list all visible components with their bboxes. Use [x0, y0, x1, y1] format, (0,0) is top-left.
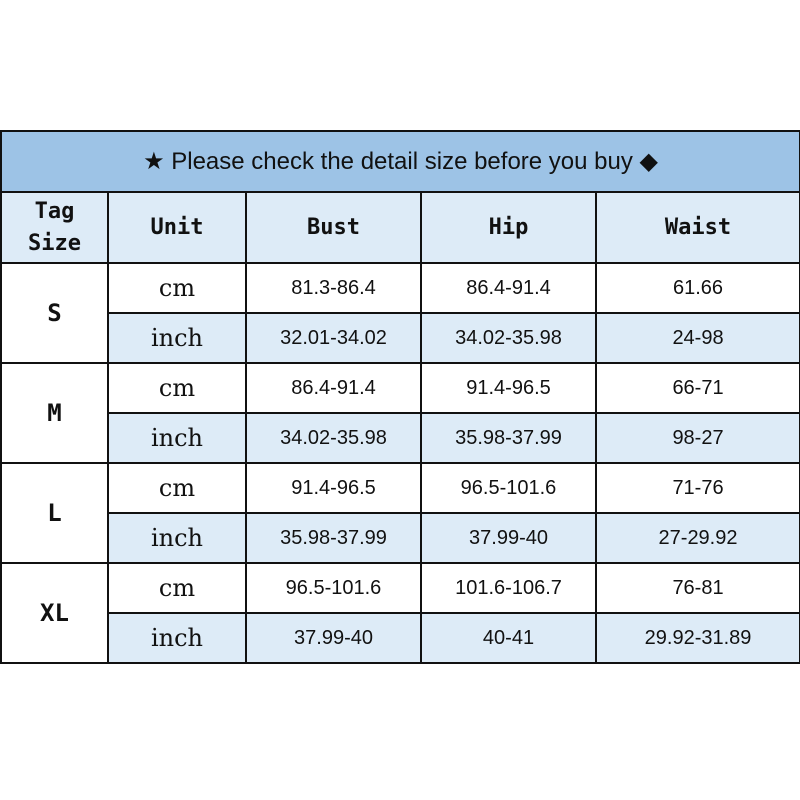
- unit-cell: inch: [107, 512, 247, 564]
- hip-cell: 91.4-96.5: [420, 362, 597, 414]
- bust-cell: 32.01-34.02: [245, 312, 422, 364]
- waist-cell: 29.92-31.89: [594, 612, 800, 664]
- table-row: inch 32.01-34.02 34.02-35.98 24-98: [1, 312, 800, 364]
- bust-cell: 81.3-86.4: [245, 262, 422, 314]
- unit-cell: inch: [107, 412, 247, 464]
- header-hip: Hip: [420, 191, 597, 264]
- bust-cell: 86.4-91.4: [245, 362, 422, 414]
- size-cell: M: [0, 362, 109, 464]
- hip-cell: 96.5-101.6: [420, 462, 597, 514]
- hip-cell: 101.6-106.7: [420, 562, 597, 614]
- hip-cell: 86.4-91.4: [420, 262, 597, 314]
- bust-cell: 34.02-35.98: [245, 412, 422, 464]
- waist-cell: 27-29.92: [594, 512, 800, 564]
- hip-cell: 35.98-37.99: [420, 412, 597, 464]
- bust-cell: 96.5-101.6: [245, 562, 422, 614]
- waist-cell: 76-81: [594, 562, 800, 614]
- header-bust: Bust: [245, 191, 422, 264]
- hip-cell: 40-41: [420, 612, 597, 664]
- size-cell: S: [0, 262, 109, 364]
- size-cell: L: [0, 462, 109, 564]
- size-cell: XL: [0, 562, 109, 664]
- unit-cell: inch: [107, 612, 247, 664]
- waist-cell: 61.66: [594, 262, 800, 314]
- header-unit: Unit: [107, 191, 247, 264]
- header-tag-size: Tag Size: [0, 191, 109, 264]
- hip-cell: 37.99-40: [420, 512, 597, 564]
- header-size: Size: [28, 230, 81, 256]
- waist-cell: 24-98: [594, 312, 800, 364]
- hip-cell: 34.02-35.98: [420, 312, 597, 364]
- table-row: inch 37.99-40 40-41 29.92-31.89: [1, 612, 800, 664]
- chart-title: ★ Please check the detail size before yo…: [0, 130, 800, 193]
- bust-cell: 35.98-37.99: [245, 512, 422, 564]
- bust-cell: 37.99-40: [245, 612, 422, 664]
- unit-cell: cm: [107, 462, 247, 514]
- table-row: inch 35.98-37.99 37.99-40 27-29.92: [1, 512, 800, 564]
- table-row: XL cm 96.5-101.6 101.6-106.7 76-81: [0, 562, 800, 664]
- waist-cell: 66-71: [594, 362, 800, 414]
- header-tag: Tag: [34, 198, 75, 224]
- table-row: inch 34.02-35.98 35.98-37.99 98-27: [1, 412, 800, 464]
- header-row: Tag Size Unit Bust Hip Waist: [0, 191, 800, 264]
- unit-cell: inch: [107, 312, 247, 364]
- bust-cell: 91.4-96.5: [245, 462, 422, 514]
- waist-cell: 71-76: [594, 462, 800, 514]
- unit-cell: cm: [107, 562, 247, 614]
- unit-cell: cm: [107, 262, 247, 314]
- size-chart-table: ★ Please check the detail size before yo…: [0, 130, 800, 664]
- header-waist: Waist: [594, 191, 800, 264]
- unit-cell: cm: [107, 362, 247, 414]
- waist-cell: 98-27: [594, 412, 800, 464]
